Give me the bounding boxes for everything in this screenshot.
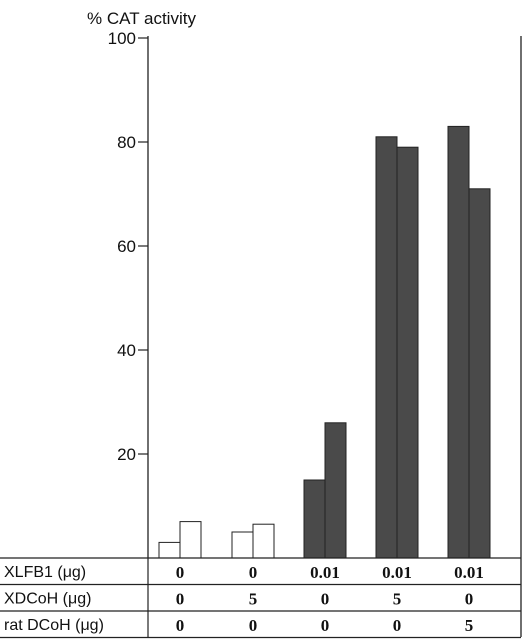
bar	[468, 188, 491, 559]
table-cell: 0	[249, 563, 258, 582]
y-tick-label: 80	[117, 133, 136, 152]
bar	[324, 422, 347, 559]
table-cell: 0	[176, 563, 185, 582]
table-row-label: XDCoH (μg)	[4, 591, 91, 608]
y-axis: 20 40 60 80 100	[108, 29, 522, 637]
bar	[179, 521, 202, 559]
y-tick-label: 60	[117, 237, 136, 256]
table-cell: 0	[176, 590, 185, 609]
bar	[303, 479, 326, 559]
table-cell: 0	[321, 590, 330, 609]
table-cell: 0	[176, 616, 185, 635]
table-cell: 0.01	[454, 563, 484, 582]
bar	[252, 523, 275, 559]
table-row-label: rat DCoH (μg)	[4, 617, 104, 634]
bar	[231, 531, 254, 559]
table-cell: 0.01	[310, 563, 340, 582]
y-tick-label: 100	[108, 29, 136, 48]
bars	[158, 125, 491, 559]
table-cell: 5	[465, 616, 474, 635]
y-tick-label: 20	[117, 445, 136, 464]
y-axis-title: % CAT activity	[87, 9, 196, 28]
bar	[447, 125, 470, 559]
table-row-label: XLFB1 (μg)	[4, 564, 86, 581]
condition-table: XLFB1 (μg) 0 0 0.01 0.01 0.01 XDCoH (μg) 0 5 0 5 0 r…	[0, 557, 521, 639]
table-cell: 0	[249, 616, 258, 635]
table-cell: 0.01	[382, 563, 412, 582]
table-cell: 0	[393, 616, 402, 635]
bar	[396, 146, 419, 559]
y-tick-label: 40	[117, 341, 136, 360]
bar	[375, 136, 398, 559]
table-cell: 5	[249, 590, 258, 609]
table-cell: 0	[321, 616, 330, 635]
table-cell: 5	[393, 590, 402, 609]
bar	[158, 541, 181, 559]
table-cell: 0	[465, 590, 474, 609]
